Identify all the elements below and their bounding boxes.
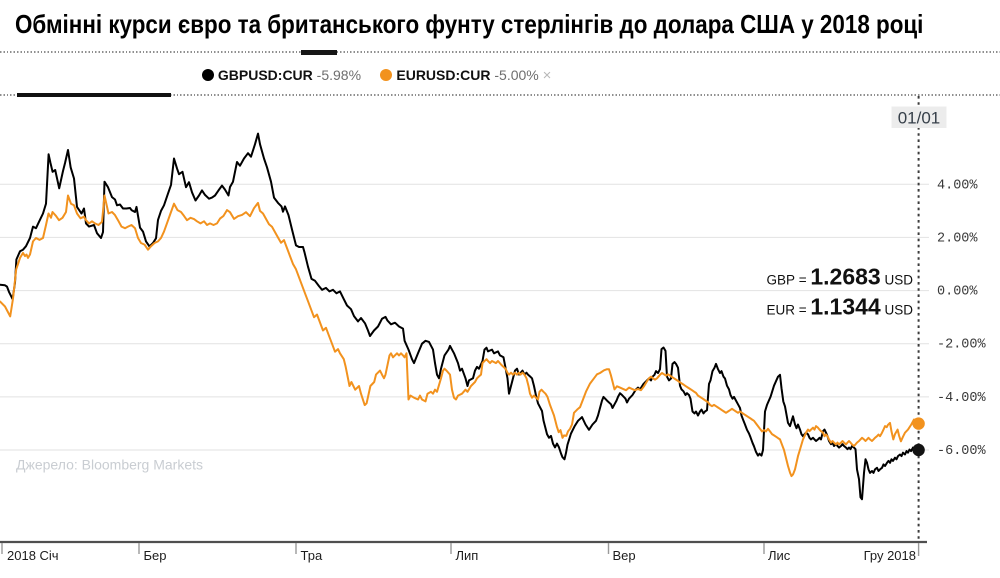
svg-text:-2.00%: -2.00% [937,338,987,353]
svg-text:Тра: Тра [301,548,323,563]
svg-text:4.00%: 4.00% [937,178,978,193]
svg-text:Вер: Вер [613,548,636,563]
svg-text:Бер: Бер [144,548,167,563]
svg-text:-4.00%: -4.00% [937,391,987,406]
svg-text:0.00%: 0.00% [937,285,978,300]
svg-text:2018 Січ: 2018 Січ [7,548,59,563]
svg-text:EUR = 1.1344 USD: EUR = 1.1344 USD [766,294,913,320]
svg-text:-6.00%: -6.00% [937,444,987,459]
svg-text:2.00%: 2.00% [937,231,978,246]
svg-text:GBP = 1.2683 USD: GBP = 1.2683 USD [766,264,913,290]
svg-text:Джерело: Bloomberg Markets: Джерело: Bloomberg Markets [16,457,203,473]
svg-text:Лис: Лис [768,548,791,563]
svg-text:Лип: Лип [456,548,479,563]
svg-text:01/01: 01/01 [898,109,941,128]
svg-text:Гру 2018: Гру 2018 [864,548,916,563]
